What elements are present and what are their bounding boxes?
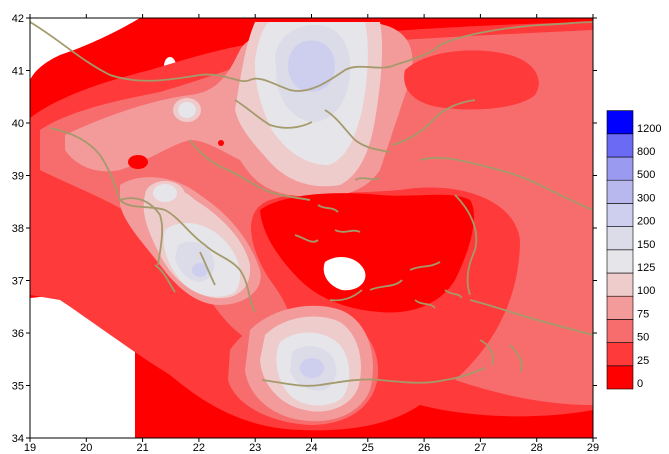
- x-tick-label: 23: [249, 442, 261, 454]
- contour-level-125: [178, 102, 196, 118]
- legend-label: 100: [637, 285, 655, 297]
- y-tick-label: 36: [12, 328, 24, 340]
- legend-label: 150: [637, 239, 655, 251]
- contour-level-25: [404, 50, 539, 110]
- legend-label: 500: [637, 169, 655, 181]
- legend-label: 200: [637, 216, 655, 228]
- y-tick-label: 37: [12, 276, 24, 288]
- legend-label: 75: [637, 308, 649, 320]
- legend-swatch: [606, 226, 634, 251]
- legend-label: 25: [637, 355, 649, 367]
- legend-swatch: [606, 295, 634, 320]
- x-tick-label: 26: [418, 442, 430, 454]
- legend-label: 1200: [637, 123, 661, 135]
- contour-level-200: [288, 40, 335, 92]
- legend-swatch: [606, 156, 634, 181]
- coastline: [30, 21, 593, 387]
- y-tick-label: 38: [12, 223, 24, 235]
- contour-level-200: [192, 263, 208, 277]
- contour-level-0: [128, 155, 148, 169]
- x-axis: 19 20 21 22 23 24 25 26 27 28 29: [24, 14, 599, 454]
- no-data-region: [30, 18, 140, 80]
- legend-swatch: [606, 110, 634, 135]
- y-tick-label: 42: [12, 13, 24, 25]
- legend-label: 300: [637, 192, 655, 204]
- x-tick-label: 19: [24, 442, 36, 454]
- x-tick-label: 25: [362, 442, 374, 454]
- x-tick-label: 29: [587, 442, 599, 454]
- x-tick-label: 28: [531, 442, 543, 454]
- x-tick-label: 21: [136, 442, 148, 454]
- legend-swatch: [606, 203, 634, 227]
- legend-swatch: [606, 342, 634, 367]
- legend-swatch: [606, 249, 634, 274]
- contour-fill: [30, 18, 593, 438]
- no-data-region: [323, 257, 366, 291]
- legend-swatch: [606, 319, 634, 343]
- legend-swatch: [606, 272, 634, 297]
- contour-level-0: [218, 140, 224, 146]
- y-axis: 34 35 36 37 38 39 40 41 42: [12, 13, 597, 445]
- y-tick-label: 35: [12, 381, 24, 393]
- legend-swatch: [606, 133, 634, 158]
- y-tick-label: 39: [12, 171, 24, 183]
- x-tick-label: 20: [80, 442, 92, 454]
- y-tick-label: 41: [12, 66, 24, 78]
- x-tick-label: 22: [193, 442, 205, 454]
- contour-level-200: [300, 358, 324, 378]
- x-tick-label: 24: [305, 442, 317, 454]
- x-tick-label: 27: [474, 442, 486, 454]
- y-tick-label: 34: [12, 433, 24, 445]
- legend-swatch: [606, 365, 634, 390]
- legend-label: 0: [637, 378, 643, 390]
- y-tick-label: 40: [12, 118, 24, 130]
- contour-level-125: [153, 184, 177, 202]
- legend-label: 125: [637, 262, 655, 274]
- contour-level-0: [260, 193, 475, 313]
- legend-label: 800: [637, 146, 655, 158]
- legend-label: 50: [637, 332, 649, 344]
- colorbar-legend: 0 25 50 75 100 125 150 200 300 500 800 1200: [606, 110, 661, 390]
- legend-swatch: [606, 179, 634, 204]
